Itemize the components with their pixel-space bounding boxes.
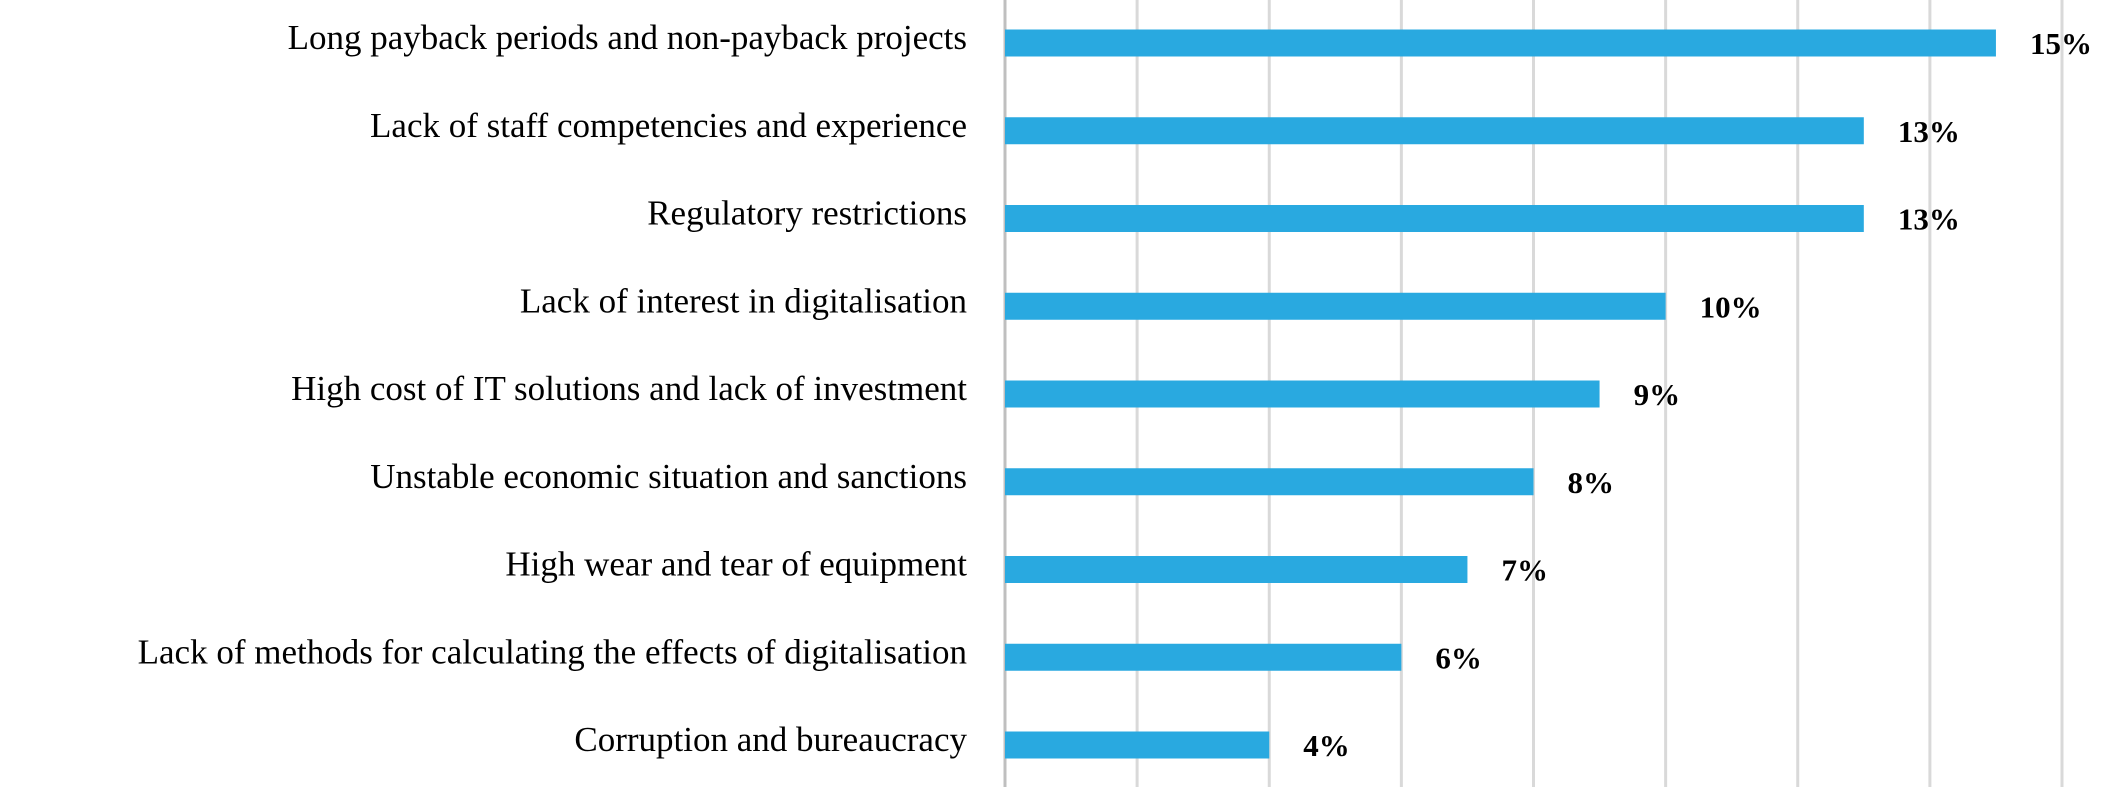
bar bbox=[1005, 29, 1996, 57]
category-label: Lack of staff competencies and experienc… bbox=[370, 106, 967, 145]
value-label: 15% bbox=[2030, 26, 2092, 61]
value-label: 10% bbox=[1700, 289, 1762, 324]
value-label: 4% bbox=[1303, 728, 1350, 763]
category-label: High wear and tear of equipment bbox=[505, 545, 967, 584]
bar bbox=[1005, 556, 1468, 583]
category-label: Unstable economic situation and sanction… bbox=[370, 457, 967, 496]
bar bbox=[1005, 380, 1600, 408]
category-label: Lack of interest in digitalisation bbox=[520, 281, 967, 320]
category-label: Lack of methods for calculating the effe… bbox=[138, 632, 967, 671]
value-label: 9% bbox=[1634, 377, 1681, 412]
category-label: High cost of IT solutions and lack of in… bbox=[291, 369, 967, 408]
bar bbox=[1005, 643, 1402, 671]
bar bbox=[1005, 117, 1864, 145]
category-label: Regulatory restrictions bbox=[647, 194, 967, 233]
value-label: 13% bbox=[1898, 202, 1960, 237]
value-label: 8% bbox=[1568, 465, 1615, 500]
bar bbox=[1005, 292, 1666, 320]
value-label: 6% bbox=[1435, 640, 1482, 675]
bar bbox=[1005, 468, 1534, 496]
category-label: Long payback periods and non-payback pro… bbox=[288, 18, 967, 57]
category-label: Corruption and bureaucracy bbox=[574, 720, 967, 759]
bar bbox=[1005, 731, 1270, 759]
value-label: 13% bbox=[1898, 114, 1960, 149]
bar bbox=[1005, 205, 1864, 232]
value-label: 7% bbox=[1501, 553, 1548, 588]
